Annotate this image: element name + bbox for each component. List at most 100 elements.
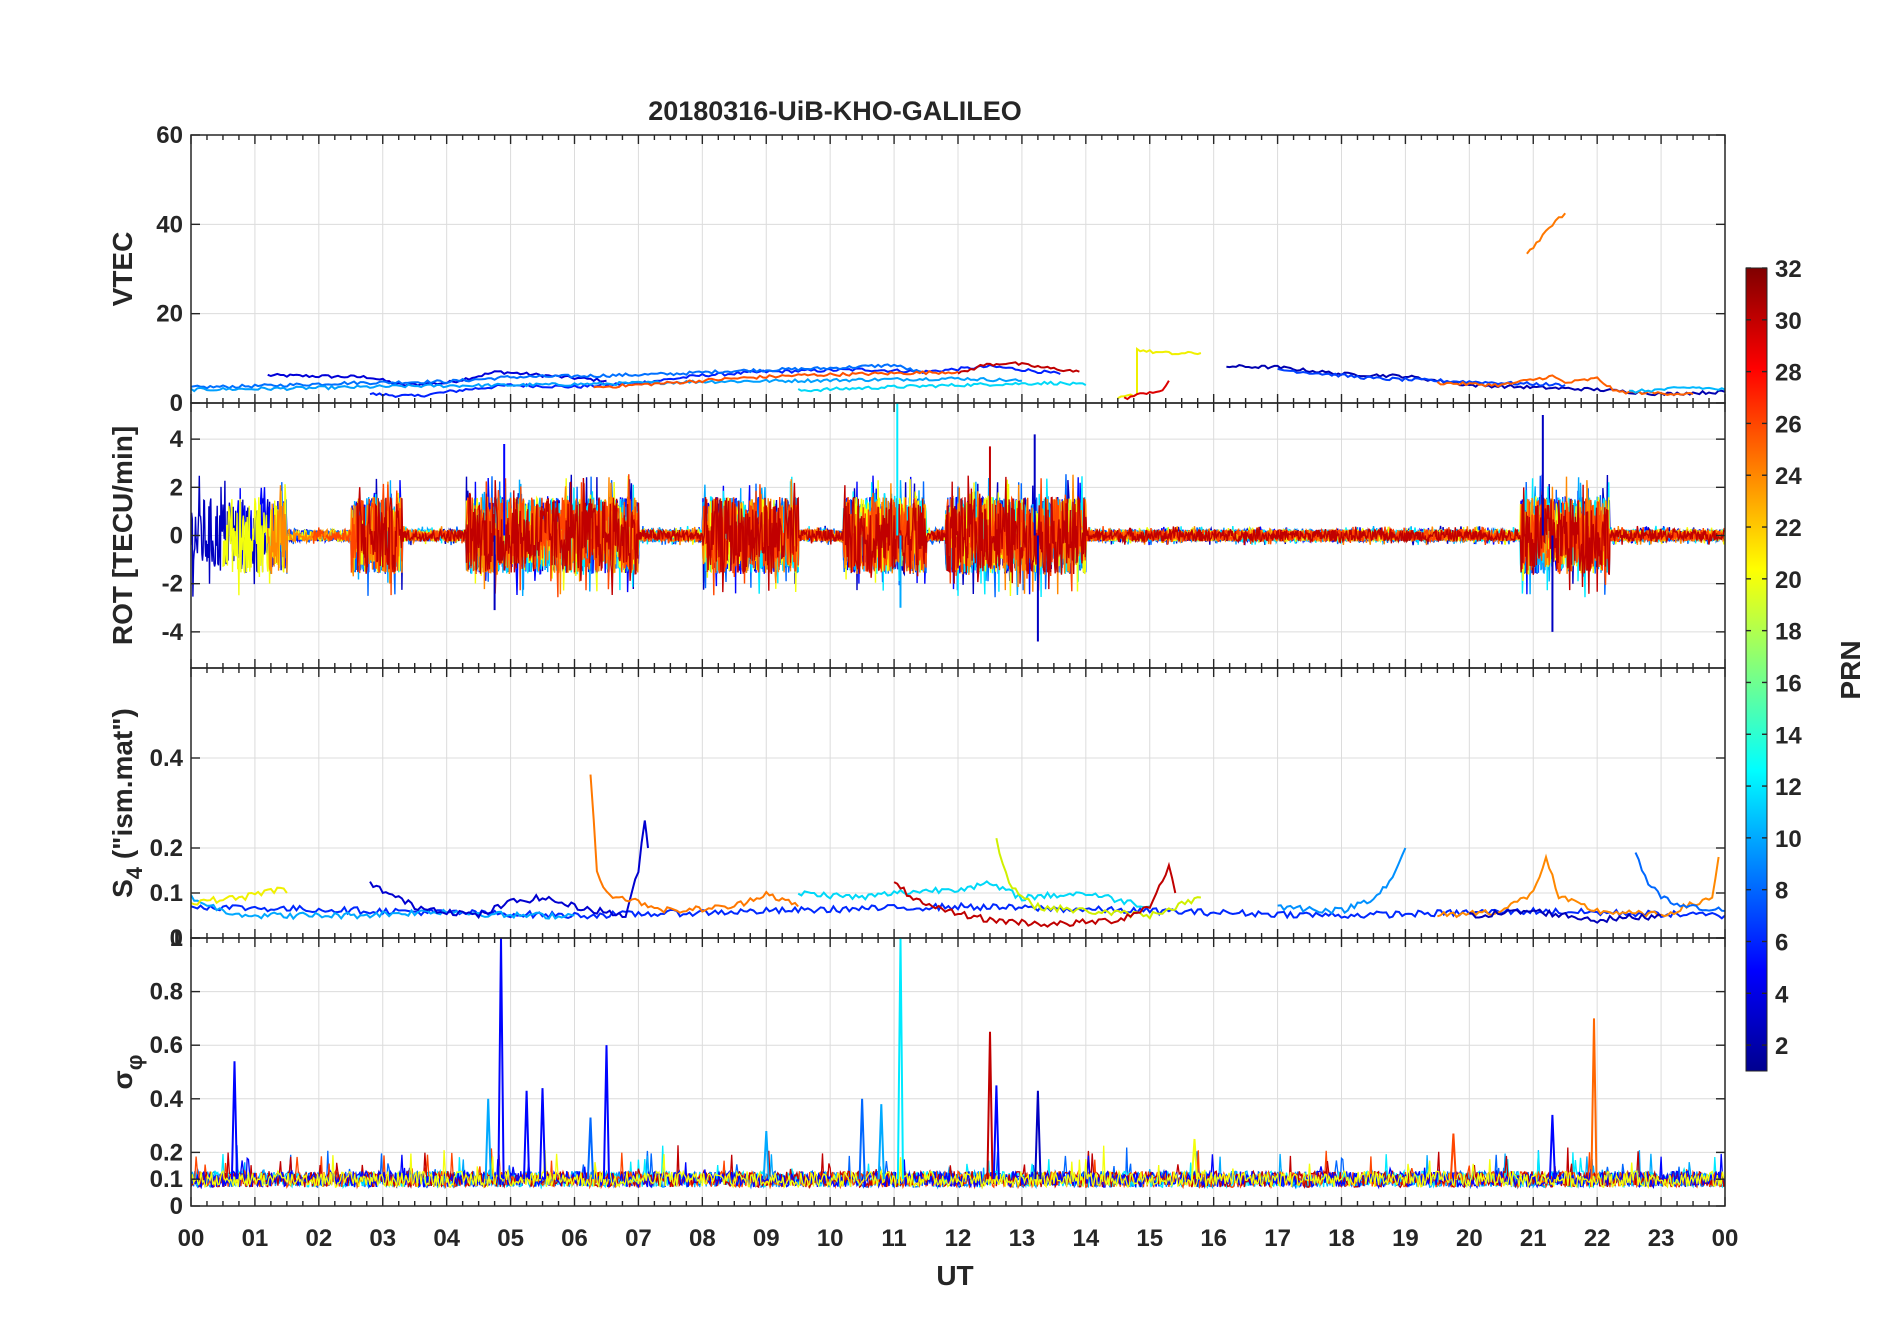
colorbar-tick-label: 14 [1775, 722, 1802, 749]
colorbar-tick-label: 8 [1775, 878, 1788, 905]
y-axis-label-s4: S4 ("ism.mat") [107, 708, 147, 898]
sigma-spike-prn-5 [523, 1090, 531, 1180]
sigma-spike-prn-26 [1449, 1133, 1457, 1180]
series-line-prn-7 [1277, 367, 1566, 388]
series-line-prn-30 [957, 361, 1080, 375]
ticks-rot: -4 -2 0 2 4 [162, 403, 1726, 668]
y-label-sub: 4 [122, 866, 147, 879]
y-tick-label: 0.4 [150, 1086, 184, 1113]
x-tick-label: 14 [1072, 1225, 1099, 1252]
colorbar-tick-label: 10 [1775, 826, 1802, 853]
sigma-spike-prn-5 [1548, 1114, 1556, 1180]
colorbar-tick-label: 16 [1775, 670, 1802, 697]
x-tick-label: 15 [1136, 1225, 1163, 1252]
series-line-prn-9 [1277, 847, 1407, 915]
y-tick-label: 0 [170, 1193, 183, 1220]
data-vtec [191, 212, 1725, 401]
colorbar-tick-label: 20 [1775, 567, 1802, 594]
y-tick-label: 40 [156, 211, 183, 238]
panel-rot: -4 -2 0 2 4 ROT [TECU/min] [107, 402, 1726, 669]
colorbar-tick-label: 28 [1775, 360, 1802, 387]
sigma-spike-prn-5 [539, 1088, 547, 1180]
series-line-prn-12 [797, 880, 1150, 909]
x-tick-label: 16 [1200, 1225, 1227, 1252]
series-line-prn-29 [1123, 380, 1170, 401]
y-label-main: σ [107, 1070, 138, 1089]
x-tick-label: 03 [369, 1225, 396, 1252]
series-line-prn-24 [1437, 853, 1720, 919]
y-tick-label: 0.2 [150, 835, 183, 862]
ticks-sigma_phi: 00.10.20.40.60.81 [150, 925, 1726, 1220]
data-s4 [191, 774, 1725, 928]
colorbar-gradient [1745, 267, 1768, 1072]
series-line-prn-19 [995, 838, 1201, 921]
ticks-vtec: 0 20 40 60 [156, 122, 1726, 417]
series-line-prn-8 [1634, 852, 1725, 912]
sigma-spike-prn-10 [877, 1104, 885, 1180]
sigma-spike-prn-3 [1034, 1090, 1042, 1180]
y-tick-label: -4 [162, 619, 184, 646]
y-tick-label: 60 [156, 122, 183, 149]
x-tick-label: 07 [625, 1225, 652, 1252]
ticks-s4: 0 0.1 0.2 0.4 [150, 668, 1726, 952]
x-tick-label: 10 [817, 1225, 844, 1252]
x-tick-label: 08 [689, 1225, 716, 1252]
y-tick-label: 0.1 [150, 1166, 183, 1193]
panel-s4: 00.10.20.4S4 ("ism.mat") [107, 667, 1726, 952]
colorbar-tick-label: 22 [1775, 515, 1802, 542]
y-tick-label: 0.1 [150, 880, 183, 907]
series-line-prn-20 [191, 886, 288, 906]
sigma-spike-prn-10 [484, 1098, 492, 1180]
y-axis-label-vtec: VTEC [107, 232, 138, 307]
series-line-prn-10 [191, 894, 575, 921]
x-tick-label: 21 [1520, 1225, 1547, 1252]
y-tick-label: 4 [170, 426, 184, 453]
x-tick-label: 04 [433, 1225, 460, 1252]
colorbar-label: PRN [1835, 640, 1866, 699]
x-tick-label: 05 [497, 1225, 524, 1252]
series-line-prn-26 [593, 370, 959, 389]
sigma-spike-prn-10 [762, 1130, 770, 1180]
chart-title: 20180316-UiB-KHO-GALILEO [648, 96, 1022, 126]
x-tick-label: 18 [1328, 1225, 1355, 1252]
colorbar-tick-label: 30 [1775, 308, 1802, 335]
x-tick-label: 00 [1712, 1225, 1739, 1252]
data-rot [191, 403, 1725, 642]
y-tick-label: 0.8 [150, 979, 183, 1006]
y-tick-label: 0 [170, 523, 183, 550]
sigma-spike-prn-5 [602, 1045, 610, 1180]
colorbar-tick-label: 2 [1775, 1033, 1788, 1060]
colorbar-tick-label: 6 [1775, 929, 1788, 956]
x-axis-label: UT [936, 1260, 973, 1291]
y-axis-label-sigma_phi: σφ [107, 1055, 147, 1090]
y-tick-label: 2 [170, 474, 183, 501]
y-tick-label: 0.2 [150, 1139, 183, 1166]
y-tick-label: 0 [170, 925, 183, 952]
colorbar-tick-label: 18 [1775, 619, 1802, 646]
x-tick-label: 22 [1584, 1225, 1611, 1252]
colorbar-tick-label: 26 [1775, 411, 1802, 438]
colorbar-tick-label: 4 [1775, 981, 1789, 1008]
sigma-spike-prn-25 [1590, 1018, 1598, 1180]
series-line-prn-11 [1629, 386, 1725, 394]
x-tick-label: 06 [561, 1225, 588, 1252]
series-line-prn-24 [1526, 212, 1566, 255]
y-label-main: S [107, 879, 138, 898]
series-line-prn-5 [369, 363, 1061, 398]
grid-vtec [191, 134, 1725, 404]
x-tick-label: 19 [1392, 1225, 1419, 1252]
y-label-sub: φ [122, 1055, 147, 1071]
series-line-prn-12 [797, 380, 1087, 393]
x-tick-label: 11 [881, 1225, 906, 1252]
sigma-line-prn-20 [191, 1145, 1725, 1190]
sigma-spike-prn-5 [230, 1061, 238, 1180]
sigma-spike-prn-8 [858, 1098, 866, 1180]
series-line-prn-2 [1469, 908, 1662, 924]
series-line-prn-10 [191, 376, 1022, 393]
series-line-prn-24 [589, 774, 799, 914]
y-tick-label: 0.6 [150, 1032, 183, 1059]
series-line-prn-8 [191, 363, 927, 390]
